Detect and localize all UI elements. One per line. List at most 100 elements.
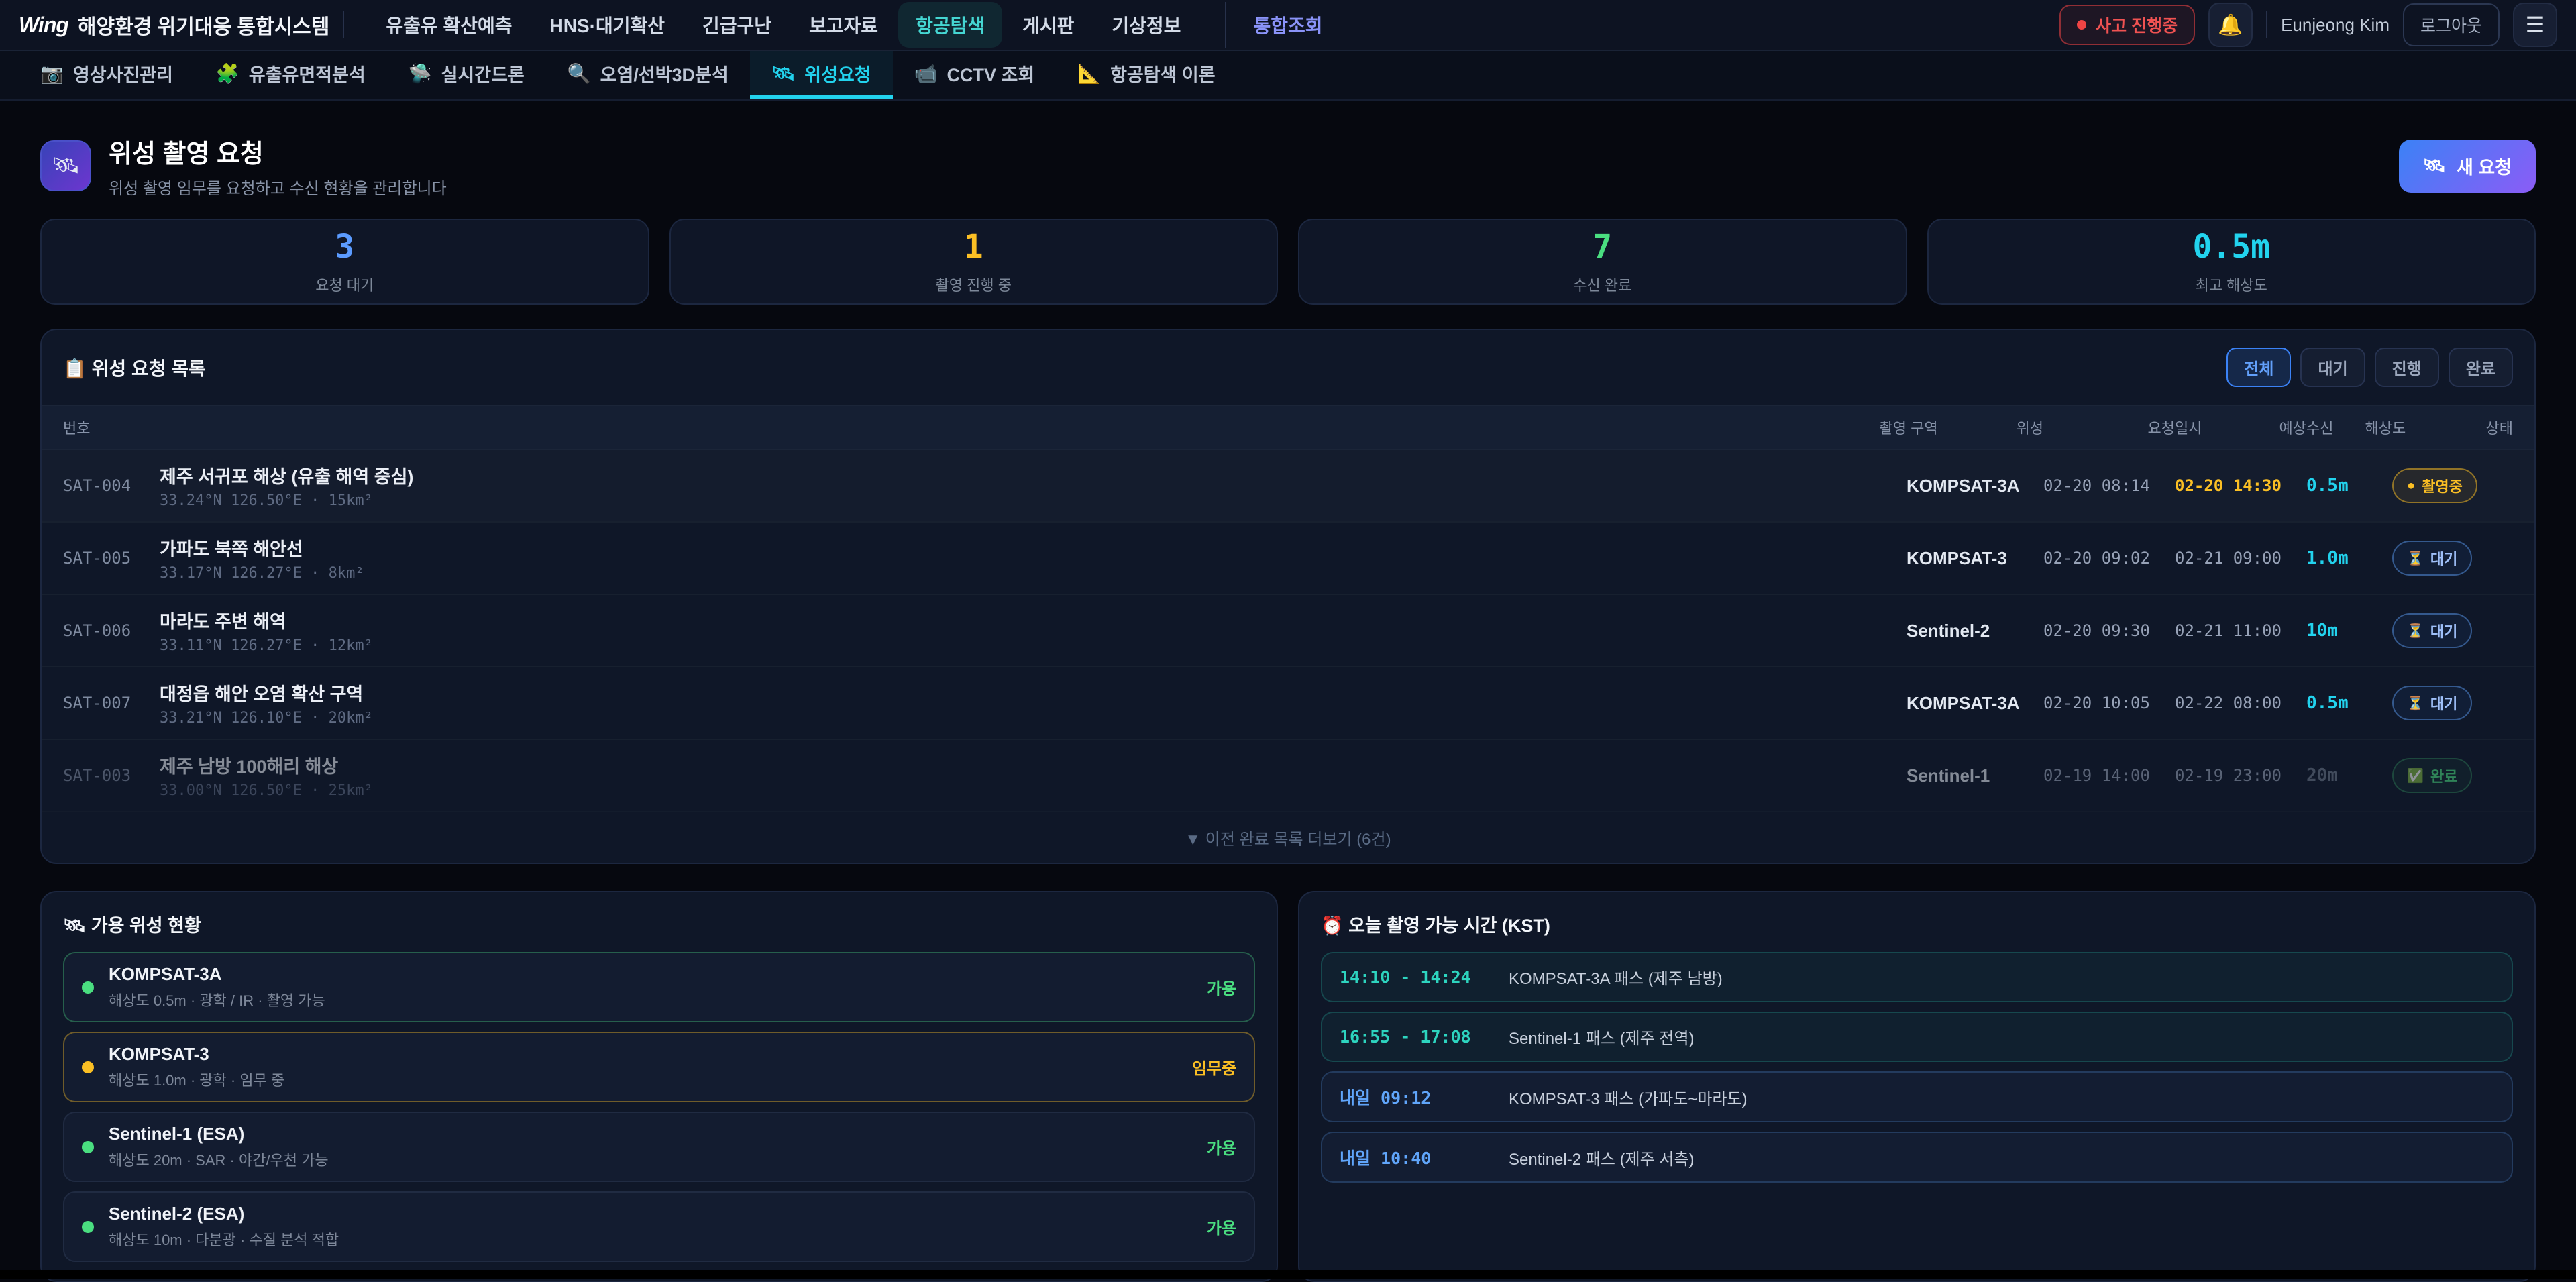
tab-label: 유출유면적분석: [248, 64, 366, 85]
tab[interactable]: 📷 영상사진관리: [19, 51, 195, 99]
satellite-item: Sentinel-1 (ESA) 해상도 20m · SAR · 야간/우천 가…: [63, 1112, 1255, 1182]
tab[interactable]: 🧩 유출유면적분석: [195, 51, 387, 99]
tab[interactable]: 📐 항공탐색 이론: [1056, 51, 1236, 99]
area-coords: 33.24°N 126.50°E · 15km²: [160, 492, 373, 509]
satellite-name: KOMPSAT-3: [1907, 547, 2007, 568]
page-header-text: 위성 촬영 요청 위성 촬영 임무를 요청하고 수신 현황을 관리합니다: [109, 133, 447, 199]
satellite-name: Sentinel-1 (ESA): [109, 1124, 245, 1144]
table-row[interactable]: SAT-006 마라도 주변 해역 33.11°N 126.27°E · 12k…: [42, 595, 2534, 667]
nav-item[interactable]: 긴급구난: [702, 15, 772, 36]
notifications-button[interactable]: 🔔: [2208, 3, 2253, 47]
stat-value: 3: [335, 228, 355, 266]
status-badge: ● 촬영중: [2392, 468, 2477, 503]
table-row[interactable]: SAT-004 제주 서귀포 해상 (유출 해역 중심) 33.24°N 126…: [42, 450, 2534, 523]
area-cell: 가파도 북쪽 해안선 33.17°N 126.27°E · 8km²: [160, 535, 1907, 582]
nav-item[interactable]: 유출유 확산예측: [386, 15, 513, 36]
column-header: 촬영 구역: [1879, 420, 1938, 437]
bottom-panels: 🛰 가용 위성 현황 KOMPSAT-3A 해상도 0.5m · 광학 / IR…: [40, 891, 2536, 1282]
area-cell: 제주 남방 100해리 해상 33.00°N 126.50°E · 25km²: [160, 752, 1907, 799]
table-row[interactable]: SAT-005 가파도 북쪽 해안선 33.17°N 126.27°E · 8k…: [42, 523, 2534, 595]
table-row[interactable]: SAT-003 제주 남방 100해리 해상 33.00°N 126.50°E …: [42, 740, 2534, 812]
status-dot-icon: [82, 1220, 94, 1233]
new-request-button[interactable]: 🛰 새 요청: [2398, 139, 2536, 193]
available-satellites-panel: 🛰 가용 위성 현황 KOMPSAT-3A 해상도 0.5m · 광학 / IR…: [40, 891, 1278, 1282]
schedule-item: 내일 10:40 Sentinel-2 패스 (제주 서측): [1321, 1132, 2513, 1183]
nav-item[interactable]: 게시판: [1022, 15, 1075, 36]
top-nav: Wing 해양환경 위기대응 통합시스템 유출유 확산예측 HNS·대기확산 긴…: [0, 0, 2576, 51]
column-header: 해상도: [2365, 420, 2406, 437]
area-cell: 제주 서귀포 해상 (유출 해역 중심) 33.24°N 126.50°E · …: [160, 462, 1907, 509]
stats-row: 3 요청 대기 1 촬영 진행 중 7 수신 완료 0.5m 최고 해상도: [40, 219, 2536, 305]
status-badge: ⏳ 대기: [2392, 541, 2473, 576]
satellite-name: Sentinel-2 (ESA): [109, 1204, 245, 1224]
satellite-name: KOMPSAT-3A: [109, 964, 222, 984]
schedule-list: 14:10 - 14:24 KOMPSAT-3A 패스 (제주 남방) 16:5…: [1321, 952, 2513, 1183]
area-coords: 33.17°N 126.27°E · 8km²: [160, 565, 364, 582]
satellite-info: KOMPSAT-3 해상도 1.0m · 광학 · 임무 중: [109, 1044, 1177, 1090]
expected-datetime: 02-21 09:00: [2175, 549, 2282, 568]
resolution-value: 20m: [2306, 765, 2338, 786]
request-table-card: 📋 위성 요청 목록 전체 대기 진행 완료 번호 촬영 구역 위성: [40, 329, 2536, 864]
resolution-value: 1.0m: [2306, 548, 2349, 568]
nav-divider: [2266, 11, 2268, 38]
page-header: 🛰 위성 촬영 요청 위성 촬영 임무를 요청하고 수신 현황을 관리합니다 🛰…: [40, 133, 2536, 199]
app-logo: Wing: [19, 12, 69, 37]
new-request-label: 새 요청: [2456, 157, 2512, 178]
status-dot-icon: [82, 1140, 94, 1153]
logout-button[interactable]: 로그아웃: [2402, 3, 2500, 46]
nav-item[interactable]: 기상정보: [1112, 15, 1181, 36]
tab-icon: 📹: [914, 62, 938, 84]
status-cell: ● 촬영중: [2392, 468, 2513, 503]
tab[interactable]: 🔍 오염/선박3D분석: [546, 51, 750, 99]
requested-datetime: 02-19 14:00: [2043, 766, 2150, 785]
requested-datetime: 02-20 10:05: [2043, 694, 2150, 712]
request-id: SAT-004: [63, 476, 131, 495]
tab[interactable]: 📹 CCTV 조회: [893, 51, 1057, 99]
satellite-item: Sentinel-2 (ESA) 해상도 10m · 다분광 · 수질 분석 적…: [63, 1191, 1255, 1262]
satellite-status: 임무중: [1191, 1060, 1236, 1078]
nav-item[interactable]: 보고자료: [809, 15, 879, 36]
satellite-info: Sentinel-2 (ESA) 해상도 10m · 다분광 · 수질 분석 적…: [109, 1204, 1192, 1250]
area-name: 가파도 북쪽 해안선: [160, 539, 303, 559]
area-cell: 대정읍 해안 오염 확산 구역 33.21°N 126.10°E · 20km²: [160, 680, 1907, 727]
schedule-item: 14:10 - 14:24 KOMPSAT-3A 패스 (제주 남방): [1321, 952, 2513, 1002]
bell-icon: 🔔: [2218, 13, 2243, 36]
pass-time: 내일 10:40: [1340, 1149, 1432, 1168]
menu-button[interactable]: ☰: [2513, 3, 2557, 47]
table-row[interactable]: SAT-007 대정읍 해안 오염 확산 구역 33.21°N 126.10°E…: [42, 667, 2534, 740]
show-more-link[interactable]: ▼ 이전 완료 목록 더보기 (6건): [1185, 831, 1391, 849]
expected-datetime: 02-19 23:00: [2175, 766, 2282, 785]
area-name: 대정읍 해안 오염 확산 구역: [160, 684, 364, 704]
filter-button[interactable]: 대기: [2300, 348, 2365, 387]
nav-right: 사고 진행중 🔔 Eunjeong Kim 로그아웃 ☰: [2059, 3, 2557, 47]
area-coords: 33.11°N 126.27°E · 12km²: [160, 637, 373, 654]
expected-datetime: 02-22 08:00: [2175, 694, 2282, 712]
incident-status-badge[interactable]: 사고 진행중: [2059, 5, 2196, 45]
filter-button[interactable]: 진행: [2374, 348, 2439, 387]
filter-button[interactable]: 전체: [2226, 348, 2292, 387]
area-cell: 마라도 주변 해역 33.11°N 126.27°E · 12km²: [160, 607, 1907, 654]
column-header: 예상수신: [2279, 420, 2334, 437]
filter-button[interactable]: 완료: [2448, 348, 2513, 387]
tab-icon: 🛸: [408, 62, 432, 84]
tab[interactable]: 🛸 실시간드론: [387, 51, 546, 99]
stat-label: 최고 해상도: [2195, 277, 2267, 294]
request-id: SAT-005: [63, 549, 131, 568]
requested-datetime: 02-20 08:14: [2043, 476, 2150, 495]
main-menu: 유출유 확산예측 HNS·대기확산 긴급구난 보고자료 항공탐색 게시판 기상정…: [368, 2, 1198, 48]
satellite-name: KOMPSAT-3: [109, 1044, 209, 1064]
status-dot-icon: [82, 981, 94, 994]
user-name: Eunjeong Kim: [2281, 14, 2390, 35]
nav-item-integrated-search[interactable]: 통합조회: [1225, 2, 1323, 48]
stat-label: 수신 완료: [1573, 277, 1632, 294]
panel-title: 🛰 가용 위성 현황: [63, 916, 201, 936]
status-cell: ⏳ 대기: [2392, 613, 2513, 648]
page-title: 위성 촬영 요청: [109, 140, 264, 168]
column-header: 상태: [2485, 420, 2513, 437]
tab[interactable]: 🛰 위성요청: [749, 51, 893, 99]
nav-item[interactable]: HNS·대기확산: [549, 15, 665, 36]
status-cell: ⏳ 대기: [2392, 541, 2513, 576]
status-icon: ✅: [2407, 768, 2424, 784]
tab-label: 오염/선박3D분석: [600, 64, 729, 85]
nav-item[interactable]: 항공탐색: [898, 2, 1003, 48]
